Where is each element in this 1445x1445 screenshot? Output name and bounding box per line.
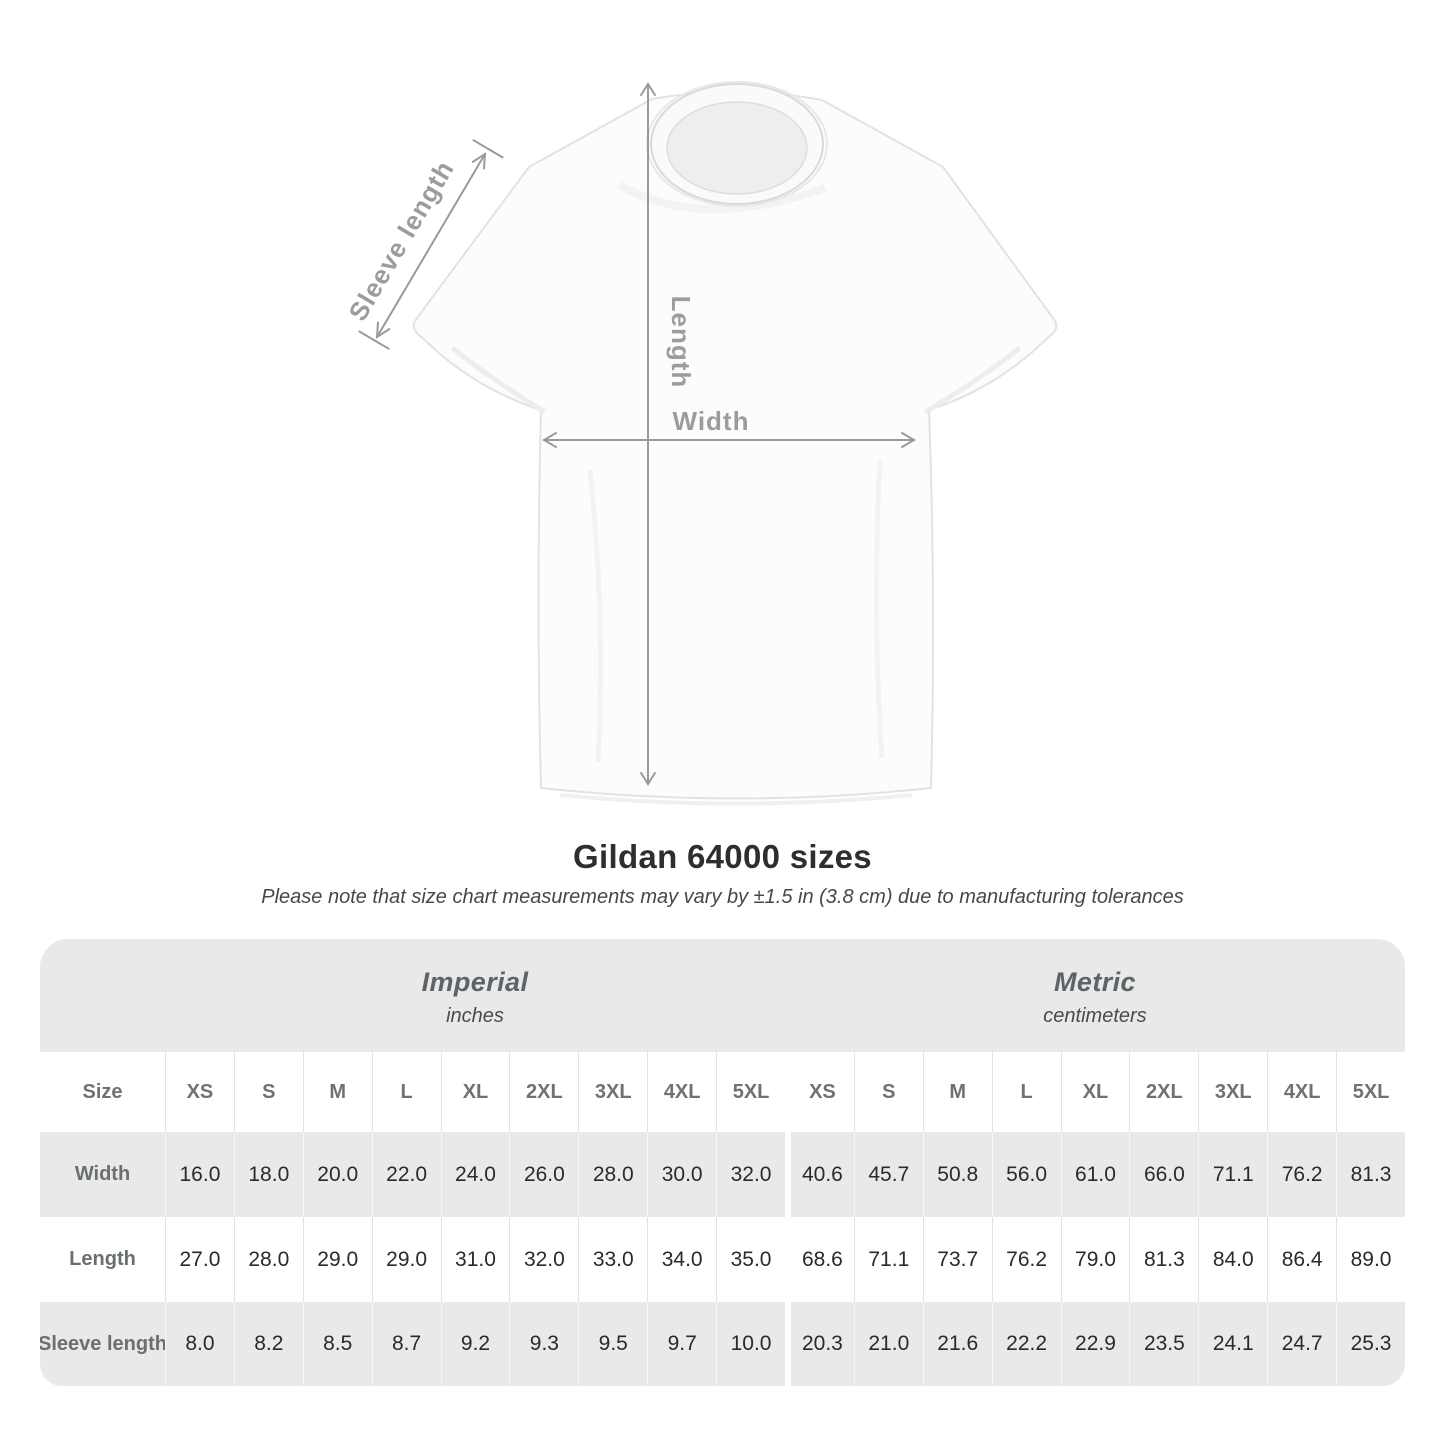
- measurement-cell-metric: 50.8: [922, 1132, 992, 1217]
- measurement-cell-metric: 84.0: [1198, 1217, 1268, 1302]
- measurement-cell-imperial: 28.0: [233, 1217, 303, 1302]
- size-header-metric: XS: [784, 1052, 854, 1132]
- sleeve-length-arrow: [358, 139, 504, 350]
- measurement-cell-metric: 22.9: [1060, 1302, 1130, 1386]
- measurement-cell-imperial: 9.7: [647, 1302, 717, 1386]
- measurement-cell-imperial: 28.0: [578, 1132, 648, 1217]
- table-corner-cell: [40, 939, 165, 1052]
- measurement-cell-imperial: 32.0: [716, 1132, 785, 1217]
- measurement-cell-metric: 61.0: [1060, 1132, 1130, 1217]
- measurement-cell-imperial: 31.0: [440, 1217, 510, 1302]
- measurement-cell-imperial: 8.2: [233, 1302, 303, 1386]
- measurement-cell-imperial: 35.0: [716, 1217, 785, 1302]
- measurement-cell-metric: 21.6: [922, 1302, 992, 1386]
- imperial-group-header: Imperial inches: [165, 939, 785, 1052]
- measurement-cell-imperial: 9.2: [440, 1302, 510, 1386]
- size-header-metric: 2XL: [1129, 1052, 1199, 1132]
- measurement-cell-metric: 71.1: [853, 1217, 923, 1302]
- metric-unit-label: centimeters: [1043, 1005, 1147, 1027]
- size-guide-page: Sleeve length Length Width Gildan 64000 …: [40, 81, 1405, 1386]
- size-header-metric: 4XL: [1267, 1052, 1337, 1132]
- measurement-cell-metric: 20.3: [784, 1302, 854, 1386]
- measurement-cell-imperial: 33.0: [578, 1217, 648, 1302]
- measurement-cell-metric: 25.3: [1336, 1302, 1405, 1386]
- size-header-metric: 5XL: [1336, 1052, 1405, 1132]
- tshirt-illustration: [412, 81, 1058, 806]
- metric-group-header: Metric centimeters: [784, 939, 1405, 1052]
- size-header-imperial: XS: [165, 1052, 234, 1132]
- measurement-cell-imperial: 20.0: [302, 1132, 372, 1217]
- measurement-cell-metric: 21.0: [853, 1302, 923, 1386]
- measurement-cell-metric: 81.3: [1336, 1132, 1405, 1217]
- measurement-cell-imperial: 22.0: [371, 1132, 441, 1217]
- measurement-cell-metric: 89.0: [1336, 1217, 1405, 1302]
- length-label: Length: [666, 296, 696, 389]
- measurement-cell-imperial: 34.0: [647, 1217, 717, 1302]
- tolerance-note: Please note that size chart measurements…: [261, 886, 1184, 908]
- size-column-header: Size: [40, 1052, 165, 1132]
- measurement-cell-imperial: 18.0: [233, 1132, 303, 1217]
- size-header-imperial: L: [371, 1052, 441, 1132]
- measurement-cell-imperial: 16.0: [165, 1132, 234, 1217]
- width-arrow: [542, 432, 916, 448]
- size-header-imperial: 3XL: [578, 1052, 648, 1132]
- measurement-cell-imperial: 8.5: [302, 1302, 372, 1386]
- measurement-cell-imperial: 32.0: [509, 1217, 579, 1302]
- measurement-cell-imperial: 9.3: [509, 1302, 579, 1386]
- measurement-cell-imperial: 8.7: [371, 1302, 441, 1386]
- measurement-cell-metric: 24.1: [1198, 1302, 1268, 1386]
- measurement-cell-imperial: 30.0: [647, 1132, 717, 1217]
- measurement-cell-imperial: 9.5: [578, 1302, 648, 1386]
- metric-label: Metric: [1054, 967, 1136, 997]
- measurement-cell-imperial: 10.0: [716, 1302, 785, 1386]
- measurement-cell-metric: 22.2: [991, 1302, 1061, 1386]
- width-label: Width: [673, 406, 750, 436]
- size-header-imperial: 2XL: [509, 1052, 579, 1132]
- measurement-cell-metric: 68.6: [784, 1217, 854, 1302]
- measurement-cell-imperial: 8.0: [165, 1302, 234, 1386]
- measurement-cell-metric: 76.2: [991, 1217, 1061, 1302]
- row-label-cell: Width: [40, 1132, 165, 1217]
- size-header-metric: S: [853, 1052, 923, 1132]
- measurement-cell-metric: 66.0: [1129, 1132, 1199, 1217]
- imperial-label: Imperial: [421, 967, 529, 997]
- measurement-cell-metric: 86.4: [1267, 1217, 1337, 1302]
- measurement-cell-metric: 73.7: [922, 1217, 992, 1302]
- size-header-imperial: 4XL: [647, 1052, 717, 1132]
- size-header-metric: 3XL: [1198, 1052, 1268, 1132]
- size-header-imperial: 5XL: [716, 1052, 785, 1132]
- measurement-cell-imperial: 24.0: [440, 1132, 510, 1217]
- collar-inner: [666, 101, 808, 195]
- size-header-metric: M: [922, 1052, 992, 1132]
- measurement-cell-metric: 79.0: [1060, 1217, 1130, 1302]
- size-header-imperial: S: [233, 1052, 303, 1132]
- size-header-metric: L: [991, 1052, 1061, 1132]
- tshirt-measurement-diagram: Sleeve length Length Width: [342, 81, 1058, 806]
- measurement-cell-metric: 71.1: [1198, 1132, 1268, 1217]
- imperial-unit-label: inches: [446, 1005, 504, 1027]
- measurement-annotations: [358, 82, 916, 786]
- measurement-cell-metric: 24.7: [1267, 1302, 1337, 1386]
- size-header-imperial: XL: [440, 1052, 510, 1132]
- size-table: Imperial inches Metric centimeters Size X…: [40, 939, 1405, 1386]
- size-header-metric: XL: [1060, 1052, 1130, 1132]
- measurement-cell-metric: 40.6: [784, 1132, 854, 1217]
- measurement-cell-imperial: 26.0: [509, 1132, 579, 1217]
- measurement-cell-imperial: 27.0: [165, 1217, 234, 1302]
- measurement-cell-imperial: 29.0: [371, 1217, 441, 1302]
- measurement-cell-metric: 23.5: [1129, 1302, 1199, 1386]
- measurement-cell-metric: 76.2: [1267, 1132, 1337, 1217]
- page-title: Gildan 64000 sizes: [573, 838, 872, 875]
- measurement-cell-metric: 81.3: [1129, 1217, 1199, 1302]
- measurement-cell-metric: 56.0: [991, 1132, 1061, 1217]
- row-label-cell: Sleeve length: [40, 1302, 167, 1386]
- measurement-cell-imperial: 29.0: [302, 1217, 372, 1302]
- row-label-cell: Length: [40, 1217, 165, 1302]
- length-arrow: [640, 82, 656, 786]
- measurement-cell-metric: 45.7: [853, 1132, 923, 1217]
- size-header-imperial: M: [302, 1052, 372, 1132]
